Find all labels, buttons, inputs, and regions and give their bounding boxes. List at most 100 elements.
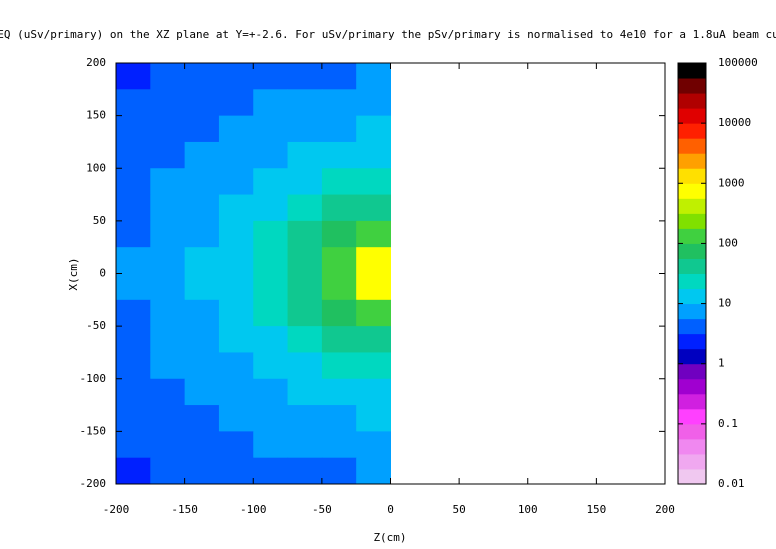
heatmap-cell <box>356 405 391 432</box>
heatmap-cell <box>218 194 254 222</box>
heatmap-cell <box>150 141 186 169</box>
colorbar-swatch <box>678 93 706 109</box>
y-tick-label: -100 <box>80 372 107 385</box>
heatmap-cell <box>116 457 151 485</box>
colorbar-swatch <box>678 213 706 229</box>
heatmap-cell <box>150 115 186 143</box>
colorbar-tick-label: 10000 <box>718 116 751 129</box>
heatmap-cell <box>150 194 186 222</box>
heatmap-cell <box>184 220 220 248</box>
colorbar-tick-label: 1000 <box>718 176 745 189</box>
heatmap-cell <box>150 457 186 485</box>
heatmap-cell <box>218 247 254 274</box>
heatmap-cell <box>150 273 186 301</box>
colorbar-swatch <box>678 348 706 365</box>
heatmap-cell <box>184 326 220 353</box>
heatmap-cell <box>287 326 323 353</box>
heatmap-cell <box>184 352 220 380</box>
x-tick-label: -100 <box>240 503 267 516</box>
heatmap-cell <box>150 352 186 380</box>
heatmap-cell <box>218 457 254 485</box>
colorbar-tick-label: 10 <box>718 297 731 310</box>
colorbar-swatch <box>678 468 706 485</box>
heatmap-cell <box>116 352 151 380</box>
heatmap-cell <box>321 378 357 406</box>
heatmap-cell <box>184 457 220 485</box>
heatmap-cell <box>150 299 186 327</box>
heatmap-cell <box>356 273 391 301</box>
heatmap-cell <box>253 352 289 380</box>
heatmap-cell <box>287 273 323 301</box>
heatmap-cell <box>184 247 220 274</box>
colorbar-frame <box>677 62 707 485</box>
heatmap-cell <box>253 141 289 169</box>
heatmap-cell <box>287 352 323 380</box>
heatmap-cell <box>184 273 220 301</box>
heatmap-cell <box>218 115 254 143</box>
heatmap-cell <box>253 457 289 485</box>
colorbar-swatch <box>678 138 706 154</box>
heatmap-cell <box>356 63 391 90</box>
heatmap-cell <box>184 378 220 406</box>
heatmap-cell <box>218 89 254 117</box>
heatmap-cell <box>253 194 289 222</box>
y-tick-label: -200 <box>80 477 107 490</box>
heatmap-cell <box>150 63 186 90</box>
colorbar-swatch <box>678 258 706 274</box>
heatmap-cell <box>184 194 220 222</box>
colorbar-swatch <box>678 408 706 425</box>
colorbar-swatch <box>678 363 706 380</box>
x-tick-label: 50 <box>453 503 466 516</box>
heatmap-cell <box>287 405 323 432</box>
heatmap-cell <box>321 141 357 169</box>
y-tick-label: 200 <box>86 56 106 69</box>
heatmap-cell <box>321 168 357 196</box>
heatmap-cell <box>253 431 289 459</box>
y-axis-label: X(cm) <box>67 257 80 290</box>
heatmap-cell <box>116 299 151 327</box>
heatmap-cell <box>356 378 391 406</box>
heatmap-cell <box>218 63 254 90</box>
y-tick-label: 100 <box>86 161 106 174</box>
heatmap-cell <box>116 273 151 301</box>
heatmap-cell <box>321 352 357 380</box>
heatmap-cell <box>218 168 254 196</box>
heatmap-cell <box>150 168 186 196</box>
heatmap-cell <box>116 63 151 90</box>
heatmap-cell <box>321 63 357 90</box>
heatmap-cell <box>287 457 323 485</box>
heatmap-cell <box>287 194 323 222</box>
heatmap-cell <box>287 299 323 327</box>
colorbar-swatch <box>678 168 706 184</box>
heatmap-cell <box>356 141 391 169</box>
x-axis-label: Z(cm) <box>373 531 406 544</box>
heatmap-cell <box>116 326 151 353</box>
heatmap-cell <box>116 220 151 248</box>
heatmap-cell <box>321 89 357 117</box>
heatmap-cell <box>218 326 254 353</box>
heatmap-cell <box>116 115 151 143</box>
heatmap-cell <box>287 115 323 143</box>
colorbar-swatch <box>678 198 706 214</box>
colorbar-swatch <box>678 153 706 169</box>
heatmap-cell <box>253 378 289 406</box>
colorbar-tick-label: 0.1 <box>718 417 738 430</box>
heatmap-cell <box>321 115 357 143</box>
heatmap-cell <box>356 168 391 196</box>
x-tick-label: 100 <box>518 503 538 516</box>
heatmap-cell <box>287 89 323 117</box>
heatmap-cell <box>218 378 254 406</box>
heatmap-cell <box>184 405 220 432</box>
colorbar-swatch <box>678 453 706 470</box>
heatmap-cell <box>116 141 151 169</box>
x-tick-label: -200 <box>103 503 130 516</box>
heatmap-cell <box>287 378 323 406</box>
heatmap-cell <box>184 299 220 327</box>
heatmap-cell <box>253 220 289 248</box>
x-tick-label: -150 <box>171 503 198 516</box>
heatmap-cell <box>321 457 357 485</box>
y-tick-label: -150 <box>80 424 107 437</box>
heatmap-cell <box>356 326 391 353</box>
heatmap-cell <box>287 168 323 196</box>
